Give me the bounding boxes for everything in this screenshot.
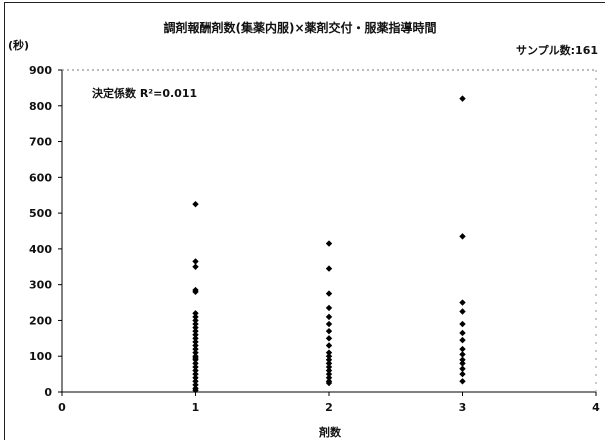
data-point-marker — [325, 349, 333, 356]
data-point-marker — [192, 288, 199, 296]
y-tick-label: 700 — [29, 136, 52, 149]
axes: 0 100 200 300 400 500 600 700 800 900 0 1 2 3 4 — [29, 64, 600, 414]
data-point-marker — [459, 329, 466, 337]
data-point-marker — [459, 356, 466, 363]
y-tick-label: 300 — [29, 279, 52, 292]
y-tick-label: 600 — [29, 171, 52, 184]
y-tick-label: 500 — [29, 207, 52, 220]
data-point-marker — [325, 313, 333, 321]
data-point-marker — [192, 331, 199, 338]
y-axis-unit-label: (秒) — [8, 38, 29, 52]
data-point-marker — [192, 263, 199, 270]
x-tick-label: 1 — [192, 401, 200, 414]
data-point-marker — [192, 317, 199, 324]
data-point-marker — [192, 313, 199, 321]
data-point-marker — [459, 360, 466, 367]
data-point-marker — [325, 304, 333, 312]
data-point-marker — [192, 374, 199, 381]
data-point-marker — [459, 345, 466, 353]
data-point-marker — [459, 365, 466, 372]
data-point-marker — [325, 360, 333, 367]
data-point-marker — [459, 351, 466, 358]
data-point-marker — [459, 378, 466, 385]
data-point-marker — [192, 345, 199, 353]
data-point-marker — [325, 335, 333, 342]
data-point-marker — [459, 233, 466, 240]
data-point-marker — [325, 290, 333, 297]
data-point-marker — [192, 327, 199, 335]
data-point-marker — [325, 265, 333, 272]
data-point-marker — [192, 356, 199, 363]
y-tick-label: 400 — [29, 243, 52, 256]
data-point-marker — [192, 342, 199, 349]
data-point-marker — [325, 327, 333, 335]
sample-count-label: サンプル数:161 — [516, 43, 598, 57]
data-point-marker — [192, 378, 199, 385]
data-point-marker — [192, 387, 199, 394]
x-tick-label: 4 — [592, 401, 600, 414]
x-axis-label: 剤数 — [318, 425, 342, 439]
y-tick-label: 200 — [29, 314, 52, 327]
data-point-marker — [192, 200, 199, 208]
data-point-marker — [325, 370, 333, 378]
data-point-marker — [325, 374, 333, 381]
y-tick-label: 100 — [29, 350, 52, 363]
x-tick-label: 0 — [58, 401, 66, 414]
data-point-marker — [192, 335, 199, 342]
data-point-marker — [192, 258, 199, 265]
y-tick-label: 0 — [44, 386, 52, 399]
data-point-marker — [325, 353, 333, 360]
data-point-marker — [325, 367, 333, 374]
data-point-marker — [325, 379, 333, 387]
data-point-marker — [325, 320, 333, 328]
data-point-marker — [459, 370, 466, 378]
data-point-marker — [192, 338, 199, 346]
data-point-marker — [325, 356, 333, 363]
data-points — [192, 95, 466, 394]
y-tick-label: 900 — [29, 64, 52, 77]
data-point-marker — [192, 349, 199, 356]
y-tick-label: 800 — [29, 100, 52, 113]
data-point-marker — [192, 370, 199, 378]
x-tick-label: 2 — [325, 401, 333, 414]
data-point-marker — [459, 308, 466, 315]
data-point-marker — [325, 363, 333, 371]
data-point-marker — [192, 324, 199, 331]
data-point-marker — [459, 95, 466, 102]
data-point-marker — [192, 310, 199, 317]
chart-frame — [4, 2, 605, 440]
chart-title: 調剤報酬剤数(集薬内服)×薬剤交付・服薬指導時間 — [163, 20, 436, 35]
data-point-marker — [192, 381, 199, 389]
data-point-marker — [459, 336, 466, 344]
data-point-marker — [192, 363, 199, 371]
data-point-marker — [192, 367, 199, 374]
data-point-marker — [192, 320, 199, 328]
r-squared-annotation: 決定係数 R²=0.011 — [92, 86, 197, 100]
data-point-marker — [459, 320, 466, 328]
data-point-marker — [459, 299, 466, 306]
data-point-marker — [325, 342, 333, 349]
x-tick-label: 3 — [459, 401, 467, 414]
data-point-marker — [325, 240, 333, 247]
data-point-marker — [192, 360, 199, 367]
